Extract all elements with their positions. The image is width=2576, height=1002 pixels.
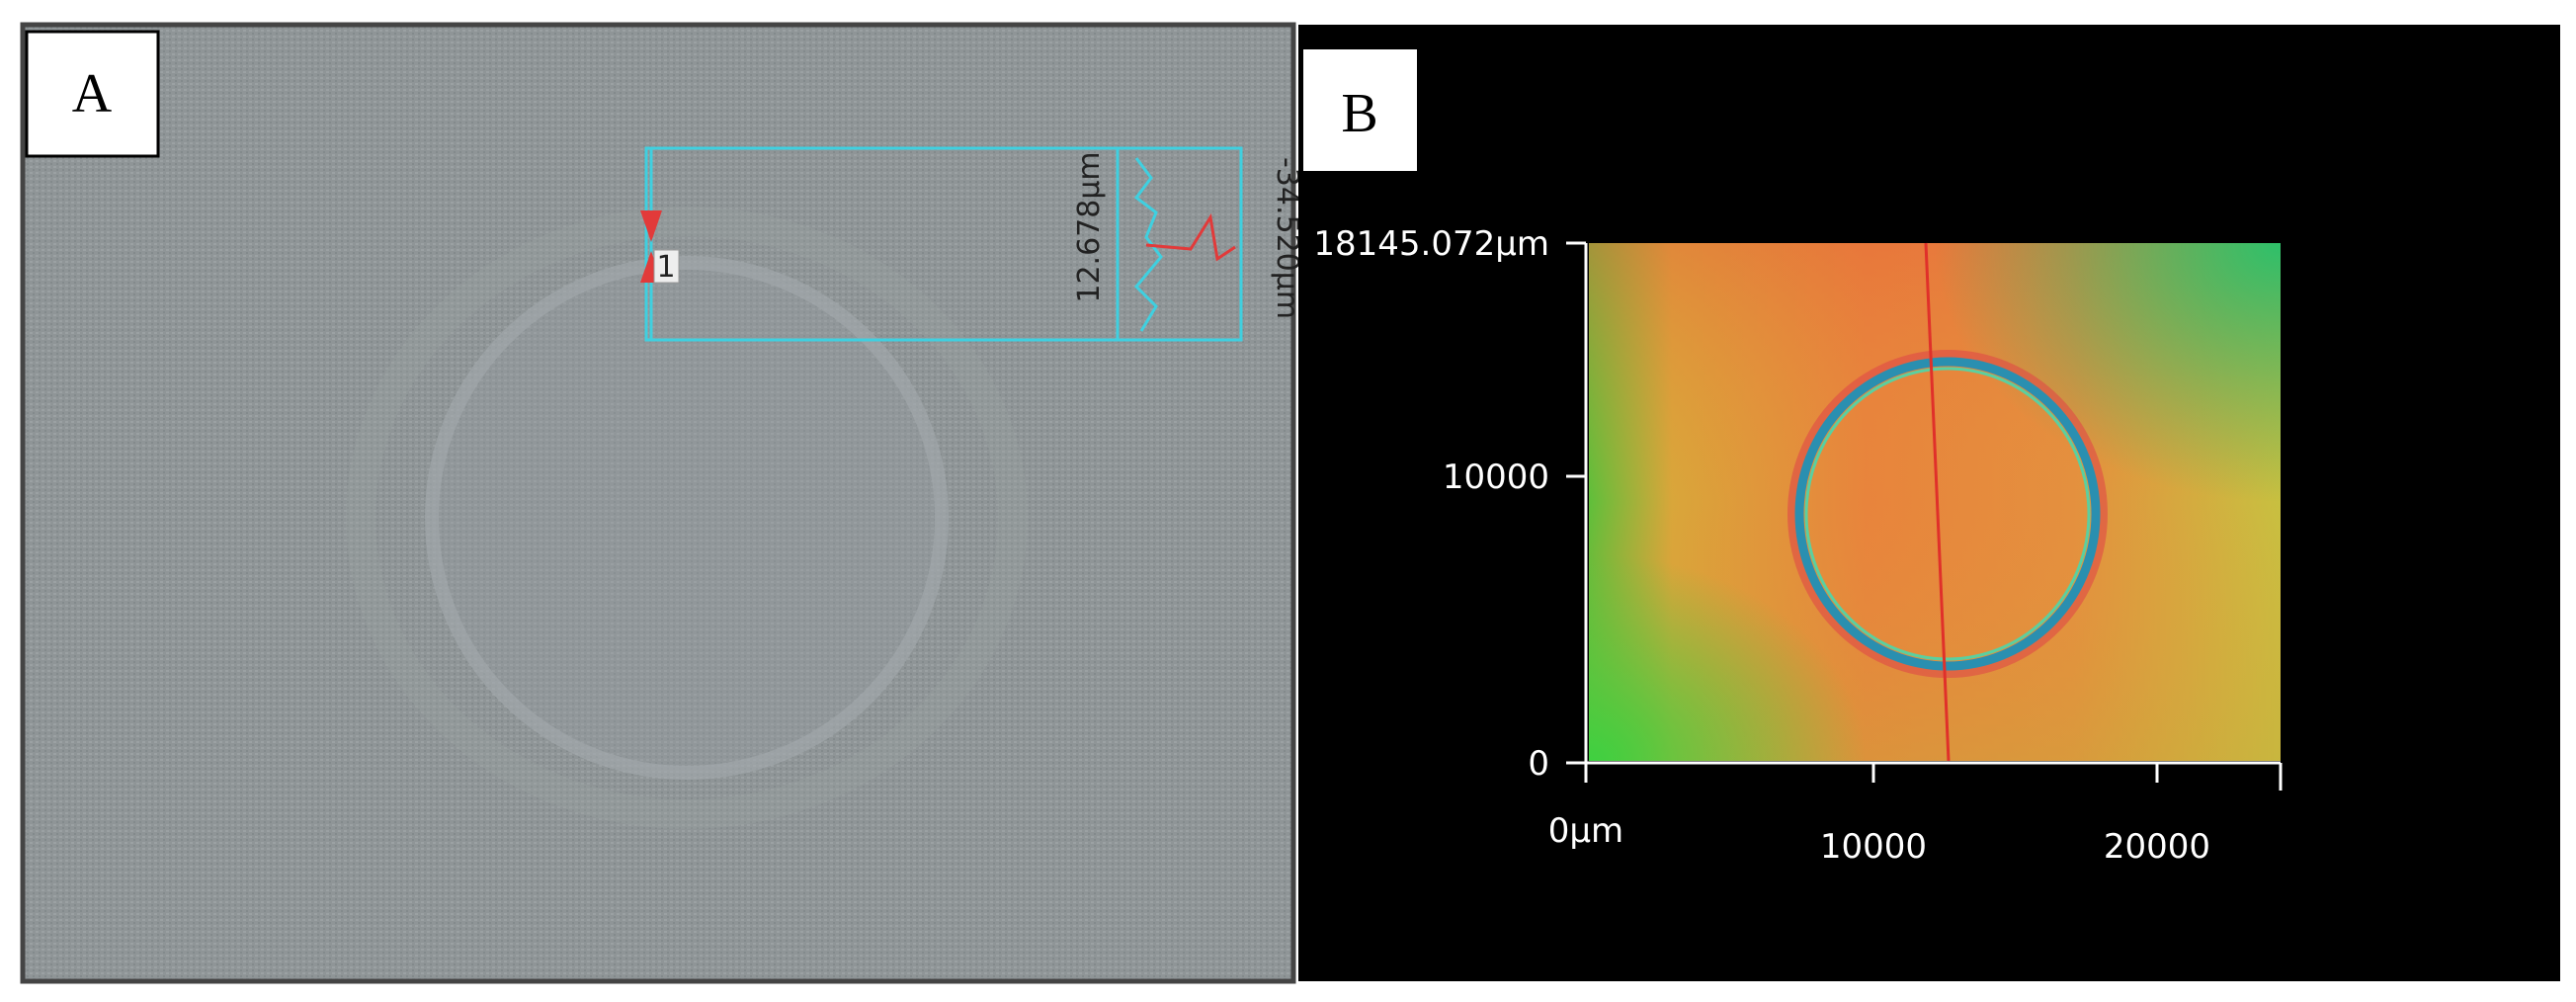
ring bbox=[1794, 357, 2101, 671]
heightmap bbox=[1589, 242, 2281, 762]
profile-curve bbox=[1145, 212, 1236, 262]
y-label: 10000 bbox=[1443, 458, 1549, 497]
label-box bbox=[1303, 49, 1417, 171]
circular-feature bbox=[425, 256, 949, 780]
micrograph bbox=[20, 22, 1296, 984]
measure-box bbox=[644, 146, 1243, 342]
corner-shade bbox=[1589, 243, 2281, 761]
marker-tag bbox=[653, 249, 680, 284]
y-label: 0 bbox=[1528, 744, 1549, 784]
panel-label: B bbox=[1341, 83, 1377, 144]
halo bbox=[346, 207, 1028, 829]
ring-shadow bbox=[1787, 350, 2108, 678]
ring-edge bbox=[1804, 367, 2091, 661]
x-label: 10000 bbox=[1820, 827, 1927, 867]
panel-b: B 18145.072µm 10000 0 0µm 10000 20000 bbox=[1298, 25, 2560, 981]
marker bbox=[640, 210, 662, 283]
axes bbox=[1566, 241, 2283, 791]
x-label: 0µm bbox=[1548, 811, 1623, 851]
depth-label: 12.678µm bbox=[1072, 151, 1107, 302]
profile-noise bbox=[1133, 157, 1163, 332]
panel-label: A bbox=[72, 63, 113, 125]
x-label: 20000 bbox=[2104, 827, 2210, 867]
label-box bbox=[25, 30, 160, 158]
marker-label: 1 bbox=[656, 250, 675, 285]
y-label: 18145.072µm bbox=[1313, 224, 1549, 264]
profile-line bbox=[1924, 242, 1951, 762]
panel-a: A 1 12.678µm -34.520µm bbox=[20, 22, 1304, 984]
